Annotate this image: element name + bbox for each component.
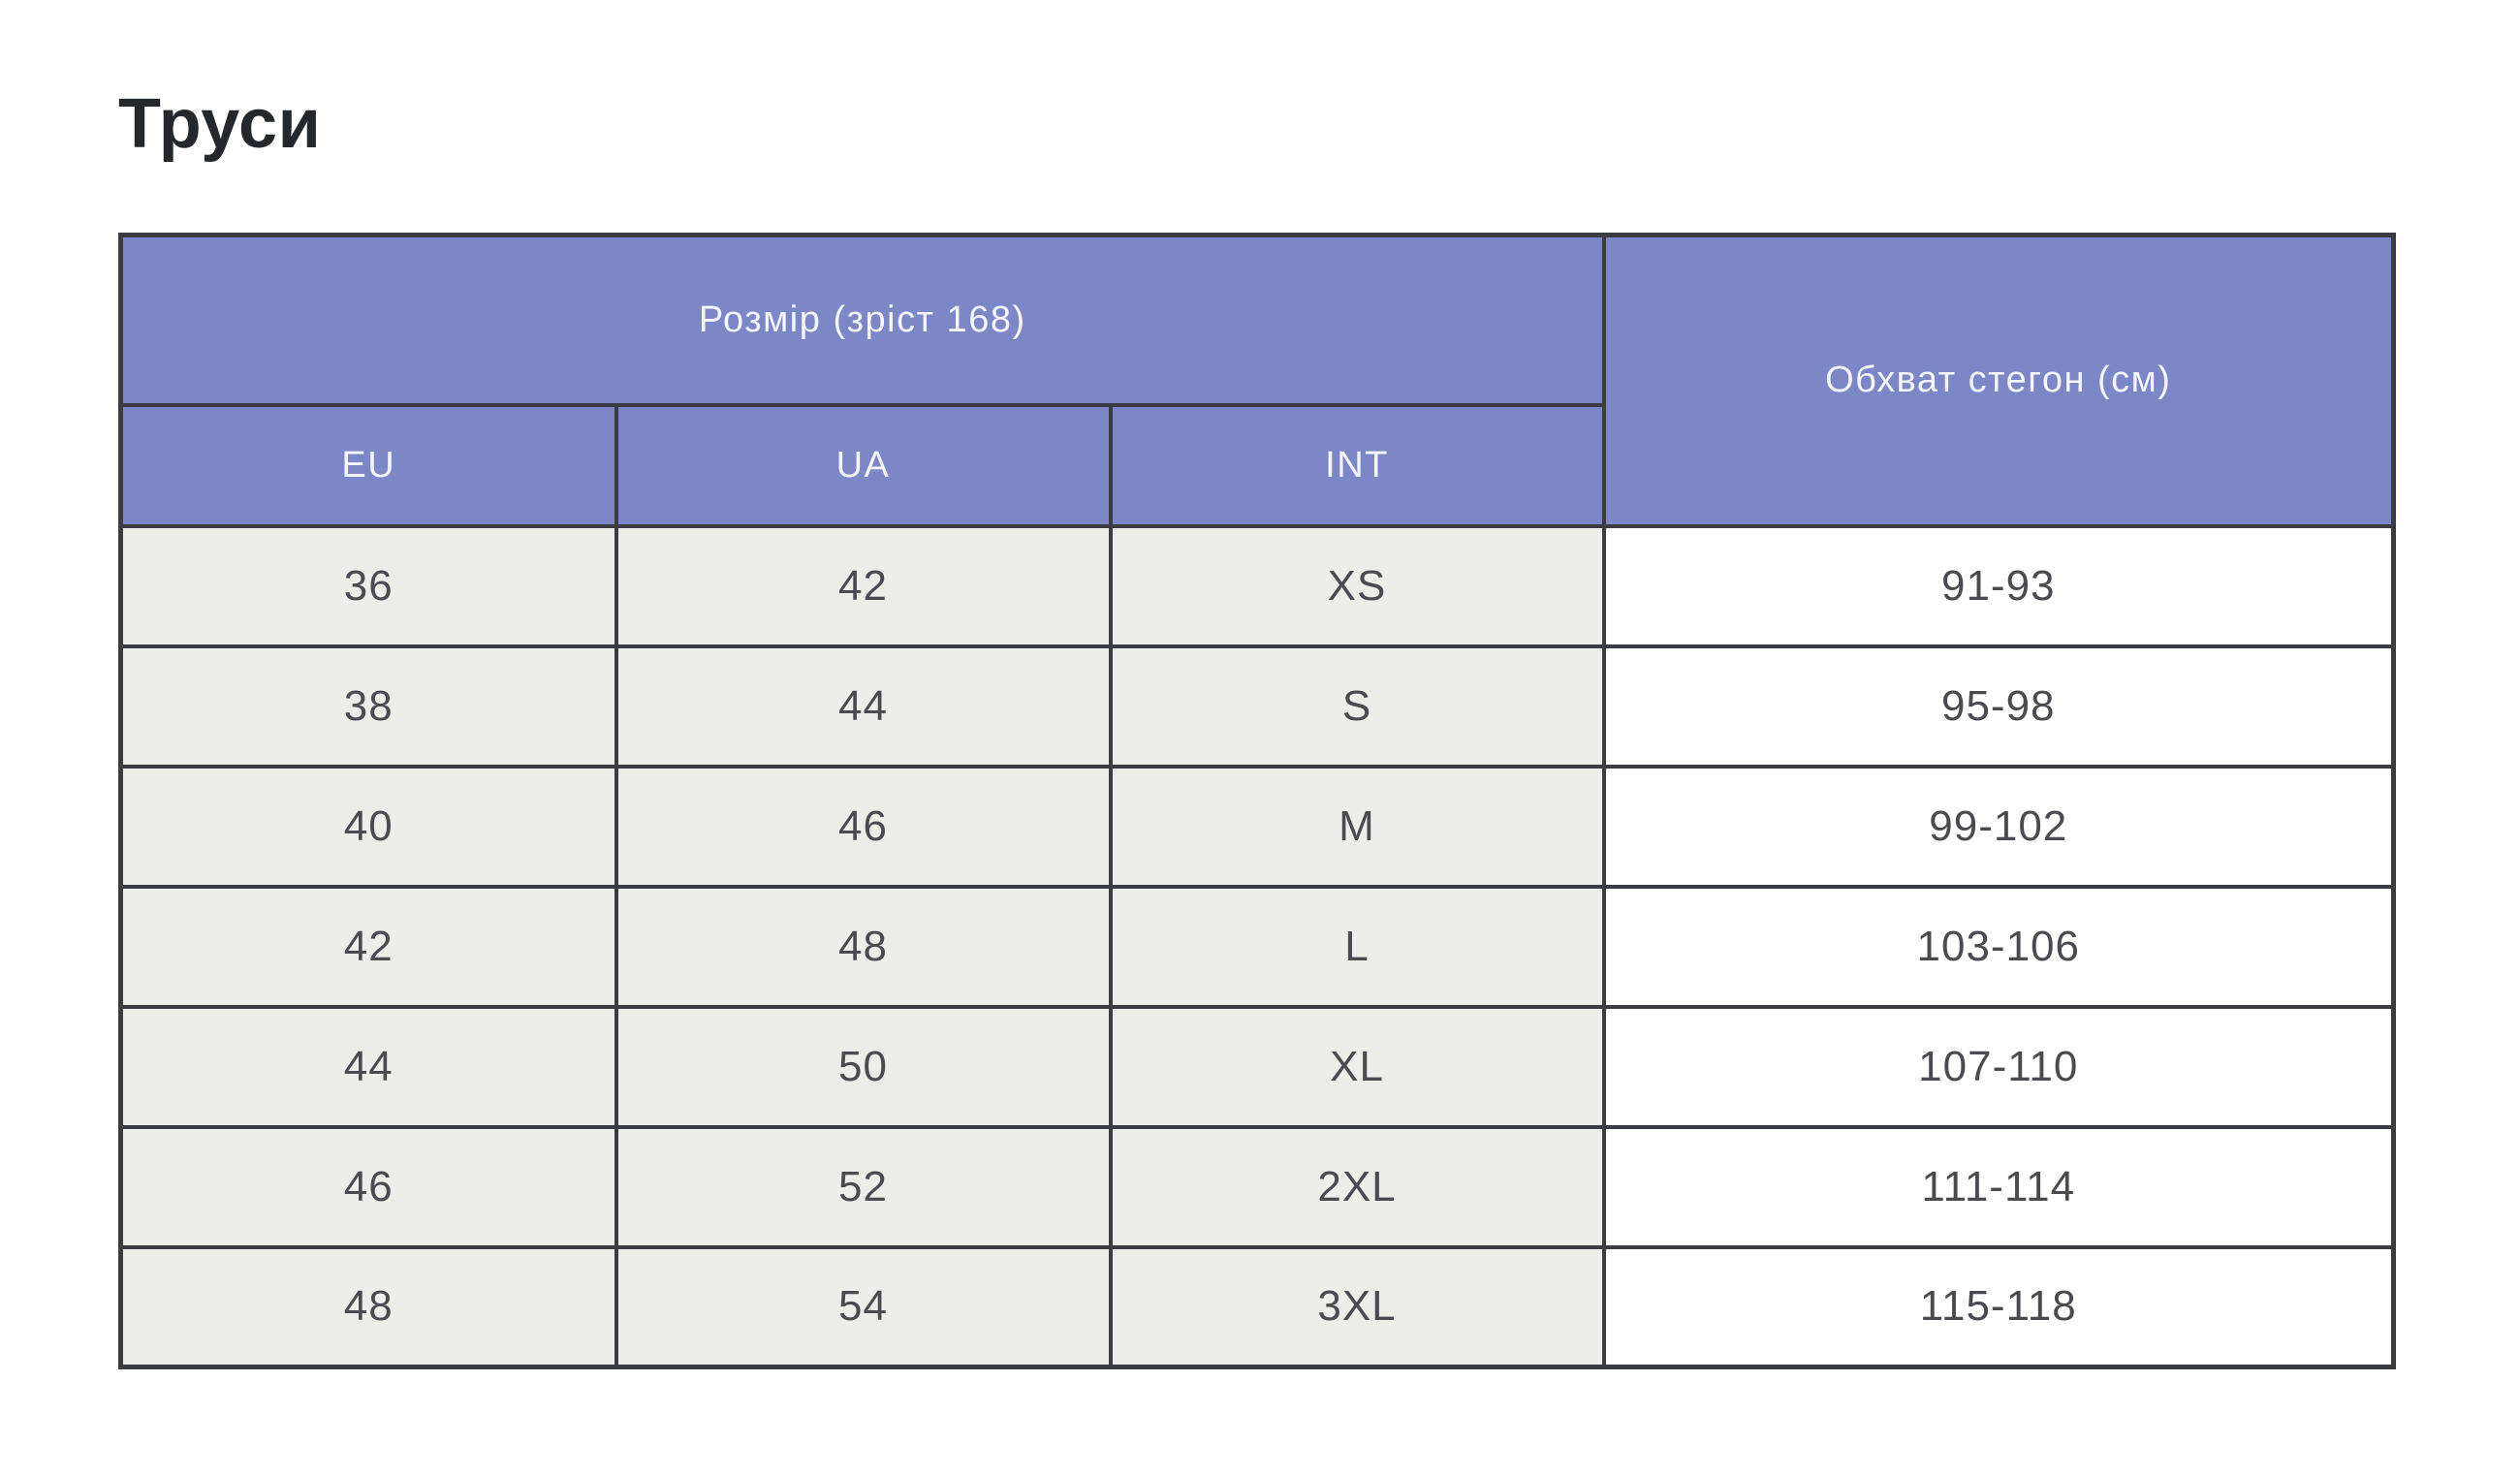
table-row: 40 46 M 99-102 (118, 764, 2396, 889)
size-cell-ua: 46 (614, 764, 1113, 889)
size-cell-int: 3XL (1108, 1244, 1606, 1369)
table-row: 36 42 XS 91-93 (118, 523, 2396, 648)
table-row: 44 50 XL 107-110 (118, 1004, 2396, 1129)
size-chart-table: Розмір (зріст 168) Обхват стегон (см) EU… (118, 233, 2397, 1369)
hips-cell: 115-118 (1601, 1244, 2396, 1369)
size-cell-int: M (1108, 764, 1606, 889)
size-cell-ua: 54 (614, 1244, 1113, 1369)
size-cell-int: 2XL (1108, 1124, 1606, 1249)
table-row: 48 54 3XL 115-118 (118, 1244, 2396, 1369)
size-cell-int: S (1108, 644, 1606, 769)
size-cell-eu: 36 (118, 523, 618, 648)
hips-cell: 103-106 (1601, 884, 2396, 1009)
hips-cell: 91-93 (1601, 523, 2396, 648)
size-cell-ua: 50 (614, 1004, 1113, 1129)
size-cell-eu: 42 (118, 884, 618, 1009)
size-cell-ua: 44 (614, 644, 1113, 769)
table-row: 42 48 L 103-106 (118, 884, 2396, 1009)
ua-column-header: UA (614, 402, 1113, 528)
header-row-size-group: Розмір (зріст 168) Обхват стегон (см) (118, 233, 2396, 528)
size-cell-eu: 38 (118, 644, 618, 769)
table-row: 46 52 2XL 111-114 (118, 1124, 2396, 1249)
size-cell-eu: 46 (118, 1124, 618, 1249)
hips-cell: 99-102 (1601, 764, 2396, 889)
hips-cell: 95-98 (1601, 644, 2396, 769)
size-cell-int: XL (1108, 1004, 1606, 1129)
size-cell-eu: 40 (118, 764, 618, 889)
hips-cell: 107-110 (1601, 1004, 2396, 1129)
hips-header: Обхват стегон (см) (1601, 233, 2396, 528)
table-row: 38 44 S 95-98 (118, 644, 2396, 769)
size-cell-int: L (1108, 884, 1606, 1009)
size-cell-ua: 52 (614, 1124, 1113, 1249)
eu-column-header: EU (118, 402, 618, 528)
size-cell-ua: 48 (614, 884, 1113, 1009)
size-group-header: Розмір (зріст 168) (118, 233, 1606, 407)
size-cell-eu: 48 (118, 1244, 618, 1369)
hips-cell: 111-114 (1601, 1124, 2396, 1249)
header-row-size-systems: EU UA INT (118, 402, 2394, 528)
page-title: Труси (118, 85, 322, 163)
int-column-header: INT (1108, 402, 1606, 528)
size-cell-ua: 42 (614, 523, 1113, 648)
size-cell-int: XS (1108, 523, 1606, 648)
size-cell-eu: 44 (118, 1004, 618, 1129)
